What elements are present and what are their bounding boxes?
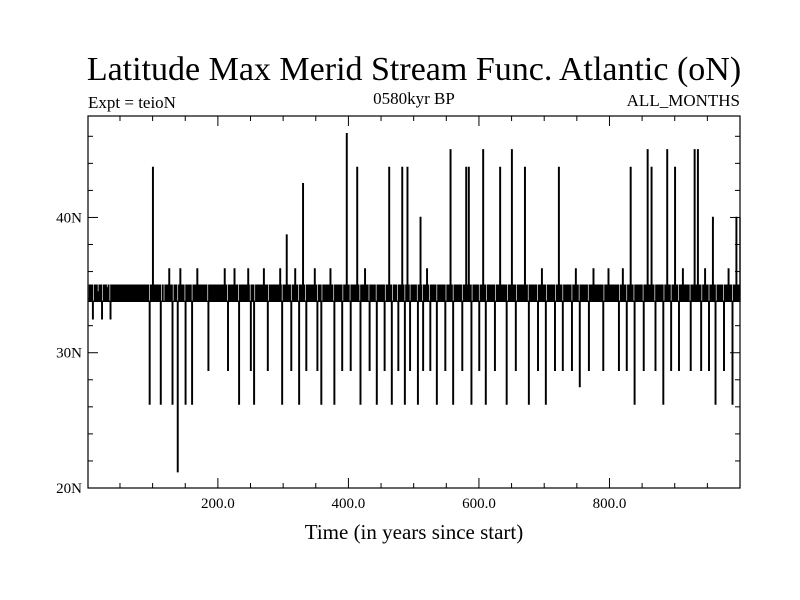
subtitle-right: ALL_MONTHS: [627, 91, 740, 110]
subtitle-center: 0580kyr BP: [373, 89, 455, 108]
x-tick-label: 200.0: [201, 496, 235, 512]
series-line: [88, 132, 741, 473]
y-tick-labels: 20N 30N 40N: [56, 210, 82, 497]
x-axis-label: Time (in years since start): [305, 520, 524, 544]
subtitle-left: Expt = teioN: [88, 93, 176, 112]
y-tick-label: 40N: [56, 210, 82, 226]
chart-title: Latitude Max Merid Stream Func. Atlantic…: [87, 51, 741, 88]
series-layer: [88, 132, 741, 473]
x-tick-labels: 200.0 400.0 600.0 800.0: [201, 496, 626, 512]
x-tick-label: 400.0: [332, 496, 366, 512]
plot-frame: [87, 115, 741, 489]
x-tick-label: 800.0: [593, 496, 627, 512]
x-tick-label: 600.0: [462, 496, 496, 512]
y-tick-label: 20N: [56, 481, 82, 497]
y-tick-label: 30N: [56, 346, 82, 362]
